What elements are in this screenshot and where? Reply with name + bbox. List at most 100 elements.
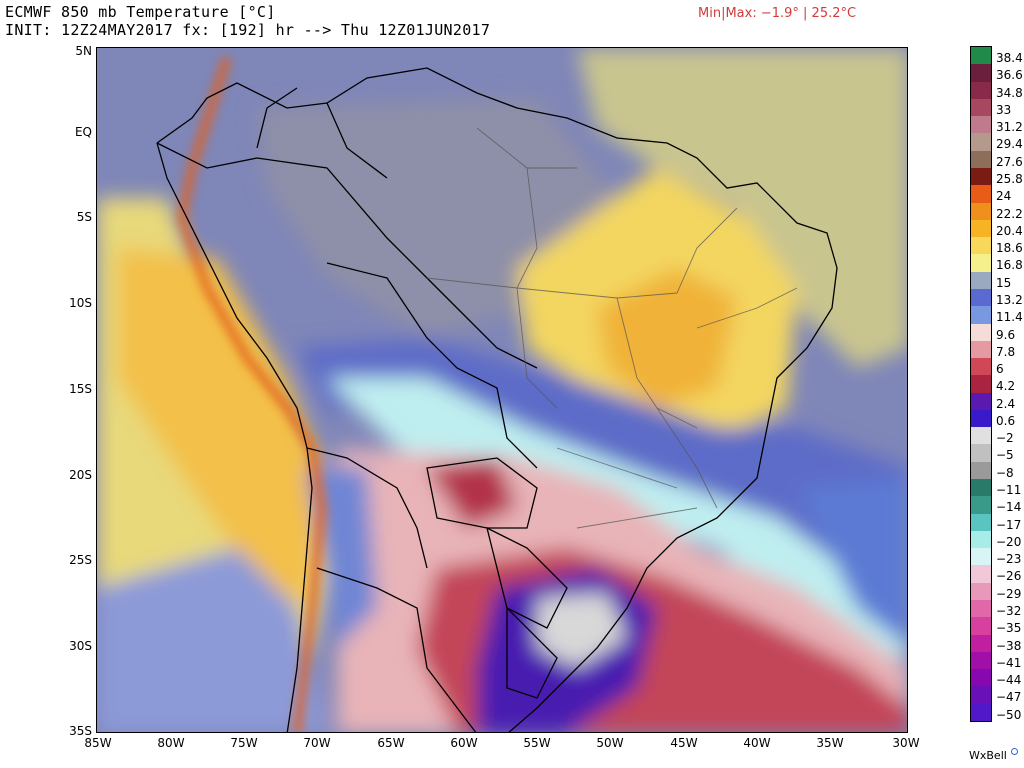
- temperature-field: [97, 48, 907, 732]
- colorbar-segment: [971, 530, 991, 549]
- colorbar-segment: [971, 461, 991, 480]
- colorbar-tick-label: 9.6: [996, 327, 1016, 342]
- lon-label: 50W: [596, 736, 624, 750]
- colorbar-tick-label: −44: [996, 673, 1022, 688]
- lon-label: 55W: [523, 736, 551, 750]
- colorbar-segment: [971, 81, 991, 99]
- lon-label: 60W: [450, 736, 478, 750]
- colorbar-tick-label: 2.4: [996, 396, 1016, 411]
- lon-label: 70W: [303, 736, 331, 750]
- colorbar-tick-label: 22.2: [996, 206, 1023, 221]
- lat-label: 10S: [69, 296, 92, 310]
- colorbar: [970, 46, 992, 722]
- credit-wxbell: WxBell: [969, 748, 1018, 762]
- lat-label: 25S: [69, 553, 92, 567]
- colorbar-segment: [971, 634, 991, 652]
- lat-label: 15S: [69, 382, 92, 396]
- colorbar-segment: [971, 669, 991, 687]
- colorbar-tick-label: 4.2: [996, 379, 1016, 394]
- colorbar-segment: [971, 427, 991, 445]
- lat-label: 35S: [69, 724, 92, 738]
- colorbar-tick-label: −41: [996, 655, 1022, 670]
- colorbar-segment: [971, 185, 991, 203]
- lon-label: 80W: [157, 736, 185, 750]
- colorbar-tick-label: 29.4: [996, 137, 1023, 152]
- colorbar-tick-label: −32: [996, 604, 1022, 619]
- colorbar-tick-label: 0.6: [996, 413, 1016, 428]
- colorbar-segment: [971, 288, 991, 307]
- colorbar-tick-label: −11: [996, 483, 1022, 498]
- colorbar-tick-label: 11.4: [996, 310, 1023, 325]
- lon-label: 35W: [816, 736, 844, 750]
- colorbar-segment: [971, 548, 991, 566]
- temperature-map: [96, 47, 908, 733]
- colorbar-segment: [971, 565, 991, 583]
- colorbar-tick-label: 24: [996, 189, 1012, 204]
- lat-label: 20S: [69, 468, 92, 482]
- colorbar-tick-label: 6: [996, 362, 1004, 377]
- colorbar-tick-label: −50: [996, 707, 1022, 722]
- colorbar-segment: [971, 375, 991, 393]
- map-title: ECMWF 850 mb Temperature [°C]: [5, 3, 276, 21]
- state-borders: [426, 127, 798, 529]
- colorbar-tick-label: 31.2: [996, 120, 1023, 135]
- min-max-readout: Min|Max: −1.9° | 25.2°C: [698, 6, 857, 21]
- colorbar-tick-label: 25.8: [996, 171, 1023, 186]
- colorbar-tick-label: 27.6: [996, 154, 1023, 169]
- colorbar-segment: [971, 47, 991, 65]
- lon-label: 65W: [377, 736, 405, 750]
- colorbar-segment: [971, 150, 991, 168]
- colorbar-segment: [971, 202, 991, 220]
- colorbar-segment: [971, 219, 991, 238]
- colorbar-tick-label: 34.8: [996, 85, 1023, 100]
- colorbar-segment: [971, 306, 991, 324]
- lat-label: 30S: [69, 639, 92, 653]
- colorbar-tick-label: 13.2: [996, 292, 1023, 307]
- coastlines: [156, 67, 838, 732]
- colorbar-segment: [971, 686, 991, 704]
- colorbar-segment: [971, 340, 991, 359]
- colorbar-segment: [971, 98, 991, 117]
- colorbar-segment: [971, 323, 991, 341]
- colorbar-segment: [971, 116, 991, 134]
- colorbar-tick-label: −29: [996, 586, 1022, 601]
- colorbar-segment: [971, 582, 991, 600]
- colorbar-tick-label: 18.6: [996, 241, 1023, 256]
- lat-label: 5N: [75, 44, 92, 58]
- colorbar-segment: [971, 392, 991, 410]
- colorbar-tick-label: −5: [996, 448, 1014, 463]
- colorbar-segment: [971, 409, 991, 428]
- colorbar-segment: [971, 496, 991, 514]
- lon-label: 85W: [84, 736, 112, 750]
- lon-label: 30W: [892, 736, 920, 750]
- lat-label: EQ: [74, 125, 92, 139]
- andes-warm-ridge: [177, 56, 327, 732]
- colorbar-tick-label: 33: [996, 102, 1012, 117]
- colorbar-tick-label: 20.4: [996, 223, 1023, 238]
- colorbar-tick-label: 15: [996, 275, 1012, 290]
- colorbar-segment: [971, 703, 991, 721]
- colorbar-tick-label: −35: [996, 621, 1022, 636]
- colorbar-segment: [971, 444, 991, 462]
- colorbar-tick-label: 16.8: [996, 258, 1023, 273]
- lat-label: 5S: [76, 210, 92, 224]
- colorbar-segment: [971, 513, 991, 531]
- colorbar-segment: [971, 167, 991, 186]
- colorbar-segment: [971, 600, 991, 618]
- colorbar-segment: [971, 133, 991, 151]
- credit-text: WxBell: [969, 749, 1007, 762]
- colorbar-tick-label: −14: [996, 500, 1022, 515]
- colorbar-segment: [971, 617, 991, 635]
- colorbar-segment: [971, 271, 991, 289]
- wxbell-logo-icon: [1010, 748, 1018, 755]
- colorbar-segment: [971, 64, 991, 82]
- colorbar-segment: [971, 479, 991, 497]
- colorbar-tick-label: 38.4: [996, 51, 1023, 65]
- colorbar-tick-label: −26: [996, 569, 1022, 584]
- colorbar-segment: [971, 254, 991, 272]
- colorbar-tick-label: −47: [996, 690, 1022, 705]
- colorbar-segment: [971, 237, 991, 255]
- colorbar-tick-label: −38: [996, 638, 1022, 653]
- colorbar-tick-label: −2: [996, 431, 1014, 446]
- colorbar-tick-label: 36.6: [996, 68, 1023, 83]
